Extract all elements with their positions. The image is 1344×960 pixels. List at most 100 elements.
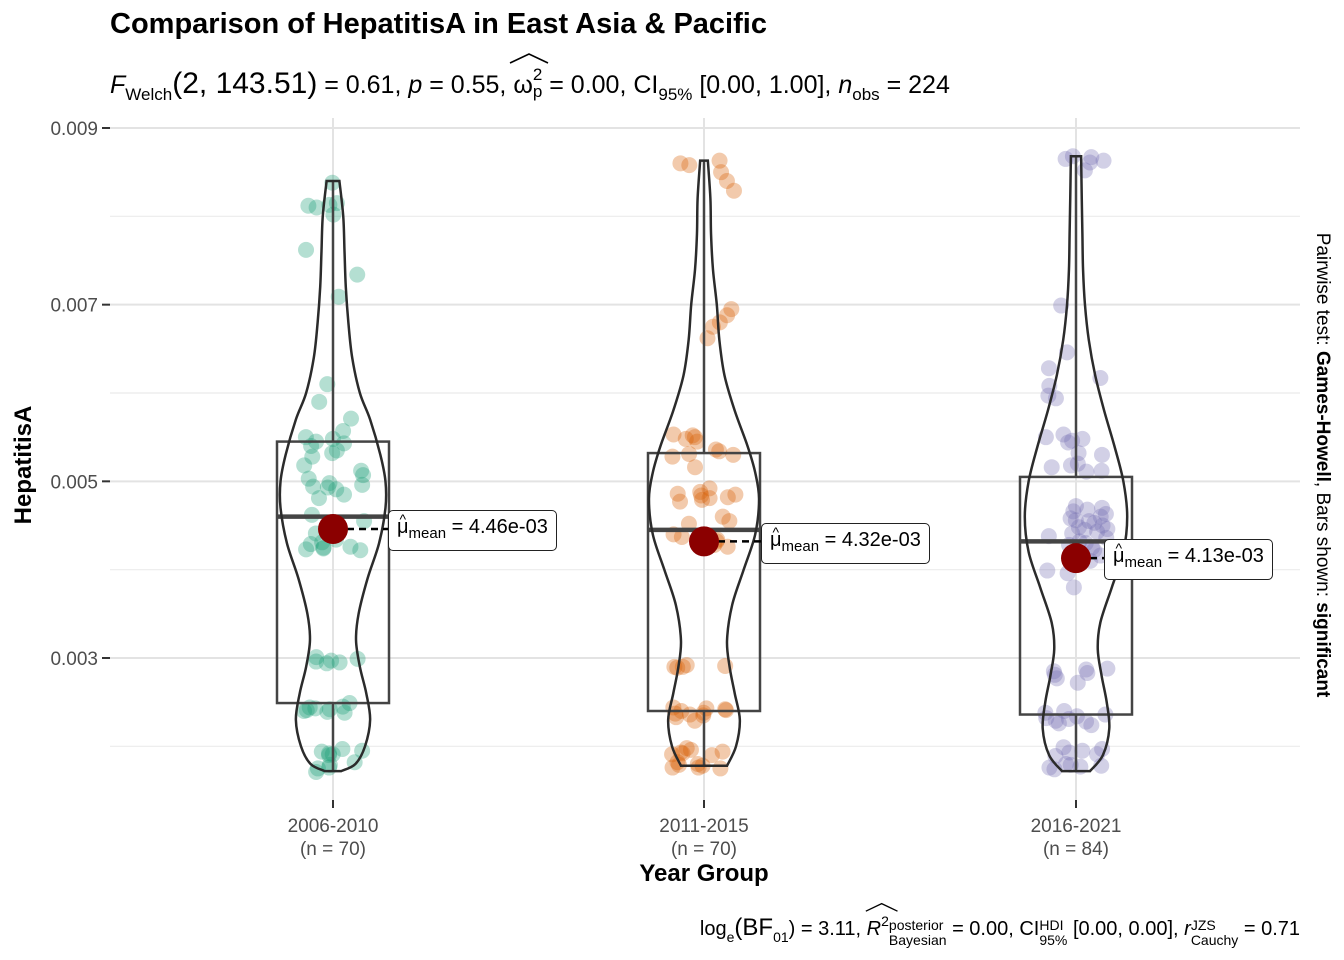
data-point bbox=[1081, 154, 1098, 171]
data-point bbox=[1055, 426, 1072, 443]
data-point bbox=[296, 703, 313, 719]
chart-title: Comparison of HepatitisA in East Asia & … bbox=[110, 8, 767, 40]
data-point bbox=[307, 700, 324, 717]
data-point bbox=[678, 657, 695, 674]
data-point bbox=[1061, 744, 1078, 761]
data-point bbox=[1099, 521, 1116, 538]
box bbox=[1018, 475, 1134, 716]
data-point bbox=[298, 541, 315, 558]
data-point bbox=[1040, 360, 1057, 377]
y-tick-label: 0.003 bbox=[50, 649, 98, 670]
data-point bbox=[1064, 525, 1081, 542]
x-tick-label: 2011-2015 bbox=[659, 816, 748, 837]
x-axis-label: Year Group bbox=[639, 860, 769, 887]
subtitle-f-sub: Welch bbox=[125, 85, 173, 104]
subtitle-fval: = 0.61, bbox=[317, 71, 409, 99]
violin-outline bbox=[278, 179, 388, 773]
data-point bbox=[667, 705, 684, 722]
subtitle-n-val: = 224 bbox=[879, 71, 950, 99]
data-point bbox=[678, 740, 695, 757]
data-point bbox=[714, 743, 731, 760]
pairwise-test-note: Pairwise test: Games-Howell, Bars shown:… bbox=[1312, 232, 1333, 698]
subtitle-omega-sub: p bbox=[532, 82, 543, 101]
data-point bbox=[686, 712, 703, 729]
caption-r-group: R bbox=[865, 902, 898, 944]
subtitle-ci-val: [0.00, 1.00], bbox=[692, 71, 839, 99]
data-point bbox=[674, 745, 691, 762]
data-point bbox=[725, 182, 742, 199]
data-point bbox=[668, 709, 685, 726]
x-tick-n-label: (n = 70) bbox=[300, 839, 366, 860]
data-point bbox=[328, 481, 345, 498]
data-point bbox=[1083, 149, 1100, 166]
data-point bbox=[677, 430, 694, 447]
mean-point bbox=[1061, 543, 1091, 574]
data-point bbox=[1065, 579, 1082, 596]
subtitle-omega: ω bbox=[513, 71, 533, 99]
data-point bbox=[723, 301, 740, 318]
data-point bbox=[311, 393, 328, 410]
mu-hat: ^ μ bbox=[1113, 540, 1125, 567]
data-point bbox=[1079, 665, 1096, 682]
data-point bbox=[1076, 521, 1093, 538]
subtitle-p: p bbox=[408, 71, 423, 99]
data-point bbox=[1043, 459, 1060, 476]
data-point bbox=[665, 426, 682, 443]
violin-outline bbox=[647, 159, 761, 768]
data-point bbox=[1065, 503, 1082, 520]
hat-icon bbox=[865, 902, 898, 912]
mu-hat: ^ μ bbox=[770, 524, 782, 551]
violin-outline bbox=[1023, 155, 1129, 773]
data-point bbox=[315, 540, 332, 557]
data-point bbox=[681, 157, 698, 174]
data-point bbox=[1079, 501, 1096, 518]
x-tick-label: 2016-2021 bbox=[1031, 816, 1122, 837]
data-point bbox=[331, 654, 348, 671]
bayes-caption: loge(BF01) = 3.11, R2 posterior Bayesian =… bbox=[700, 902, 1300, 952]
group-2011-2015 bbox=[646, 152, 762, 777]
data-point bbox=[342, 538, 359, 555]
data-point bbox=[694, 491, 711, 508]
subtitle-f: F bbox=[110, 71, 126, 99]
data-point bbox=[1094, 517, 1111, 534]
data-point bbox=[300, 470, 317, 487]
data-point bbox=[298, 241, 315, 258]
box bbox=[275, 440, 391, 705]
mean-label-2006-2010: ^ μmean = 4.46e-03 bbox=[388, 510, 557, 551]
data-point bbox=[727, 486, 744, 503]
data-point bbox=[664, 448, 681, 465]
data-point bbox=[315, 539, 332, 556]
data-point bbox=[689, 433, 706, 450]
data-point bbox=[1070, 445, 1087, 462]
data-point bbox=[719, 538, 736, 555]
data-point bbox=[670, 756, 687, 773]
data-point bbox=[319, 479, 336, 496]
data-point bbox=[1089, 523, 1106, 540]
data-point bbox=[1046, 761, 1063, 778]
data-point bbox=[355, 467, 372, 484]
data-point bbox=[721, 513, 738, 530]
data-point bbox=[302, 536, 319, 553]
data-point bbox=[1060, 434, 1077, 451]
x-tick-n-label: (n = 70) bbox=[671, 839, 737, 860]
x-axis: 2006-2010(n = 70)2011-2015(n = 70)2016-2… bbox=[288, 800, 1122, 860]
data-point bbox=[1099, 660, 1116, 677]
y-axis: 0.003 0.005 0.007 0.009 bbox=[50, 119, 110, 670]
data-point bbox=[1069, 455, 1086, 472]
data-point bbox=[701, 480, 718, 497]
data-point bbox=[335, 422, 352, 439]
data-point bbox=[1093, 446, 1110, 463]
hat-icon bbox=[509, 53, 549, 64]
data-point bbox=[711, 152, 728, 169]
data-point bbox=[308, 649, 325, 666]
data-point bbox=[711, 314, 728, 331]
data-point bbox=[1039, 562, 1056, 579]
data-point bbox=[725, 446, 742, 463]
data-point bbox=[711, 443, 728, 460]
data-point bbox=[304, 448, 321, 465]
data-point bbox=[335, 486, 352, 503]
y-tick-label: 0.007 bbox=[50, 296, 98, 317]
y-axis-label: HepatitisA bbox=[10, 405, 37, 525]
data-point bbox=[1069, 674, 1086, 691]
